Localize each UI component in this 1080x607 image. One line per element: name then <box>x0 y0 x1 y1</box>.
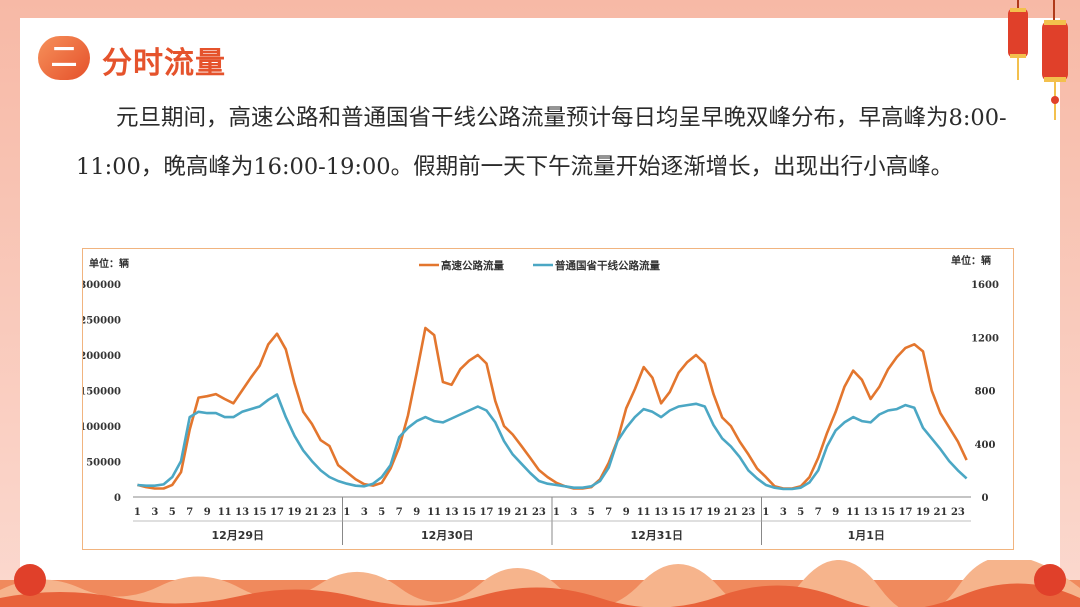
x-hour-tick-label: 17 <box>899 507 913 518</box>
x-hour-tick-label: 3 <box>361 507 368 518</box>
traffic-chart: 0 50000 100000 150000 200000 250000 300000 0 400… <box>83 254 999 545</box>
x-hour-tick-label: 23 <box>532 507 546 518</box>
x-hour-tick-label: 1 <box>762 507 769 518</box>
x-hour-tick-label: 9 <box>413 507 420 518</box>
x-hour-tick-label: 17 <box>689 507 703 518</box>
section-title: 分时流量 <box>102 46 226 81</box>
x-hour-tick-label: 3 <box>780 507 787 518</box>
y-right-tick-label: 0 <box>982 493 989 504</box>
x-hour-tick-label: 1 <box>553 507 560 518</box>
x-hour-tick-label: 1 <box>134 507 141 518</box>
x-hour-tick-label: 3 <box>570 507 577 518</box>
y-left-tick-label: 150000 <box>83 387 121 398</box>
x-hour-tick-label: 5 <box>378 507 385 518</box>
x-hour-tick-label: 11 <box>218 507 232 518</box>
y-right-tick-label: 1200 <box>971 333 999 344</box>
x-day-label: 12月30日 <box>421 529 474 542</box>
series-line-highway <box>137 326 968 490</box>
x-hour-tick-label: 9 <box>204 507 211 518</box>
x-hour-tick-label: 15 <box>672 507 686 518</box>
x-hour-tick-label: 13 <box>654 507 668 518</box>
x-hour-tick-label: 3 <box>151 507 158 518</box>
x-hour-tick-label: 7 <box>186 507 193 518</box>
x-hour-tick-label: 19 <box>916 507 930 518</box>
y-right-tick-label: 800 <box>975 387 996 398</box>
x-hour-tick-label: 23 <box>951 507 965 518</box>
x-hour-tick-label: 11 <box>427 507 441 518</box>
y-right-tick-label: 1600 <box>971 280 999 291</box>
x-hour-tick-label: 21 <box>933 507 947 518</box>
chart-container: 0 50000 100000 150000 200000 250000 300000 0 400… <box>82 248 1014 550</box>
x-hour-tick-label: 17 <box>270 507 284 518</box>
x-hour-tick-label: 23 <box>322 507 336 518</box>
y-left-tick-label: 200000 <box>83 351 121 362</box>
section-badge: 二 <box>38 36 90 80</box>
x-day-label: 1月1日 <box>848 529 885 542</box>
y-left-tick-label: 250000 <box>83 316 121 327</box>
x-day-label: 12月29日 <box>211 529 264 542</box>
x-hour-tick-label: 7 <box>815 507 822 518</box>
x-hour-tick-label: 11 <box>846 507 860 518</box>
x-hour-tick-label: 19 <box>288 507 302 518</box>
bottom-decoration <box>0 560 1080 607</box>
series-line-national <box>137 393 968 491</box>
y-right-unit-label: 单位：辆 <box>951 254 991 267</box>
y-left-tick-label: 300000 <box>83 280 121 291</box>
x-hour-tick-label: 21 <box>514 507 528 518</box>
lantern-icon <box>1008 0 1068 120</box>
badge-number: 二 <box>50 43 77 73</box>
description-paragraph: 元旦期间，高速公路和普通国省干线公路流量预计每日均呈早晚双峰分布，早高峰为8:0… <box>76 105 1007 180</box>
x-hour-tick-label: 11 <box>637 507 651 518</box>
x-hour-tick-label: 9 <box>623 507 630 518</box>
x-hour-tick-label: 19 <box>707 507 721 518</box>
x-hour-tick-label: 1 <box>343 507 350 518</box>
legend-highway-label: 高速公路流量 <box>441 259 504 272</box>
y-left-unit-label: 单位：辆 <box>89 257 129 270</box>
legend-national-label: 普通国省干线公路流量 <box>555 259 660 272</box>
x-hour-tick-label: 5 <box>797 507 804 518</box>
x-hour-tick-label: 19 <box>497 507 511 518</box>
x-hour-tick-label: 15 <box>253 507 267 518</box>
x-day-label: 12月31日 <box>630 529 683 542</box>
x-hour-tick-label: 13 <box>864 507 878 518</box>
badge-background <box>38 36 90 80</box>
y-left-tick-label: 100000 <box>83 422 121 433</box>
y-left-tick-label: 0 <box>114 493 121 504</box>
x-hour-tick-label: 13 <box>445 507 459 518</box>
x-hour-tick-label: 15 <box>462 507 476 518</box>
x-hour-tick-label: 9 <box>832 507 839 518</box>
x-hour-tick-label: 7 <box>605 507 612 518</box>
y-left-tick-label: 50000 <box>86 458 121 469</box>
x-hour-tick-label: 21 <box>305 507 319 518</box>
x-hour-tick-label: 15 <box>881 507 895 518</box>
x-hour-tick-label: 23 <box>741 507 755 518</box>
x-hour-tick-label: 17 <box>480 507 494 518</box>
x-hour-tick-label: 13 <box>235 507 249 518</box>
x-hour-tick-label: 5 <box>588 507 595 518</box>
x-hour-tick-label: 21 <box>724 507 738 518</box>
x-hour-tick-label: 7 <box>396 507 403 518</box>
x-hour-tick-label: 5 <box>169 507 176 518</box>
y-right-tick-label: 400 <box>975 440 996 451</box>
